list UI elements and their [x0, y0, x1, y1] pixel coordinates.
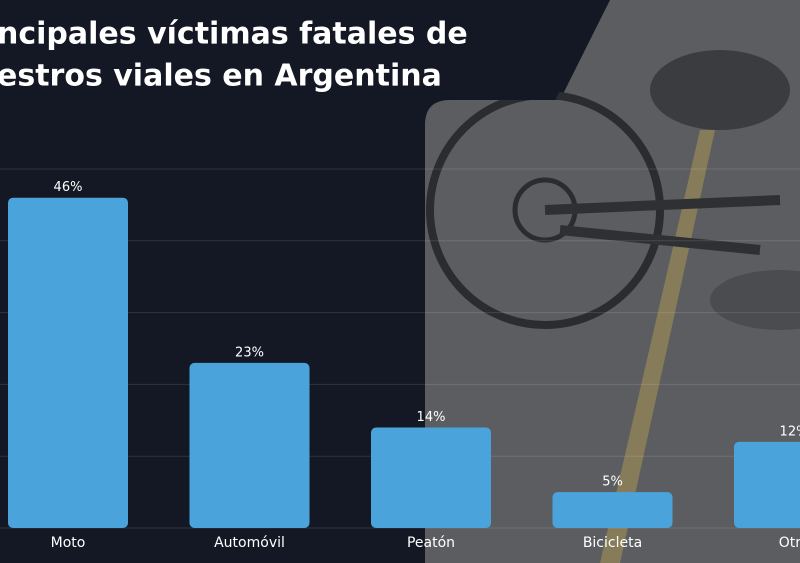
value-label: 5%: [602, 475, 623, 490]
x-tick-label: Otro: [779, 535, 800, 551]
bar: [189, 362, 310, 528]
chart-title: estros viales en Argentina: [0, 59, 442, 94]
x-tick-label: Peatón: [407, 535, 455, 551]
x-tick-label: Moto: [51, 535, 86, 551]
title-panel: [0, 0, 610, 100]
value-label: 14%: [417, 410, 446, 425]
value-label: 23%: [235, 345, 264, 360]
value-label: 46%: [54, 180, 83, 195]
x-tick-label: Automóvil: [214, 535, 285, 551]
x-tick-label: Bicicleta: [583, 535, 642, 551]
bar: [8, 197, 128, 528]
bar: [734, 441, 800, 528]
value-label: 12%: [780, 424, 800, 439]
photo: [425, 0, 800, 563]
chart-title: ncipales víctimas fatales de: [0, 17, 468, 52]
bar: [371, 427, 491, 528]
bar: [552, 492, 673, 528]
